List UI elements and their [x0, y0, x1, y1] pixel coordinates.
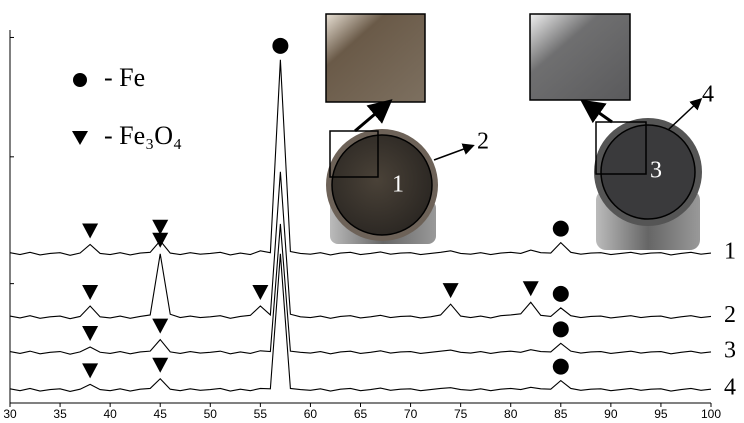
x-tick-label: 40 [103, 407, 117, 421]
arrow [580, 99, 613, 124]
series-line [9, 253, 712, 393]
zoom-box [329, 130, 379, 178]
peak-marker [552, 358, 569, 375]
x-tick-label: 50 [204, 407, 218, 421]
arrow [433, 143, 475, 161]
zoom-image [325, 13, 426, 103]
series-label: 4 [724, 375, 736, 401]
peak-marker [152, 318, 169, 334]
x-tick-label: 55 [254, 407, 268, 421]
zoom-box [595, 121, 647, 175]
legend-label: - Fe [104, 63, 145, 92]
peak-marker [552, 220, 569, 237]
peak-marker [522, 281, 539, 297]
x-tick-label: 80 [504, 407, 518, 421]
inset-callout: 2 [477, 129, 489, 155]
peak-marker [442, 283, 459, 299]
series-line [9, 59, 712, 256]
peak-marker [552, 285, 569, 302]
peak-marker [152, 219, 169, 235]
x-tick-label: 95 [654, 407, 668, 421]
x-tick-label: 30 [3, 407, 17, 421]
peak-marker [252, 285, 269, 301]
inset-label: 1 [392, 172, 404, 198]
x-tick-label: 85 [554, 407, 568, 421]
x-tick-label: 70 [404, 407, 418, 421]
x-tick-label: 75 [454, 407, 468, 421]
x-tick-label: 90 [604, 407, 618, 421]
peak-marker [82, 326, 99, 342]
legend-label: - Fe₃O₄ [104, 121, 182, 150]
sample-face [331, 134, 433, 236]
series-line [9, 171, 712, 320]
x-tick-label: 35 [53, 407, 67, 421]
series-label: 3 [724, 337, 736, 363]
inset-label: 3 [650, 158, 662, 184]
legend-marker [72, 131, 88, 145]
peak-marker [82, 363, 99, 379]
zoom-image [529, 13, 631, 101]
arrow [354, 99, 393, 133]
x-tick-label: 60 [304, 407, 318, 421]
x-tick-label: 65 [354, 407, 368, 421]
peak-marker [552, 321, 569, 338]
peak-marker [152, 357, 169, 373]
series-label: 1 [724, 239, 736, 265]
x-tick-label: 100 [701, 407, 721, 421]
peak-marker [82, 285, 99, 301]
series-label: 2 [724, 302, 736, 328]
peak-marker [272, 37, 289, 54]
peak-marker [82, 223, 99, 239]
legend-marker [73, 73, 87, 87]
arrow [667, 97, 703, 131]
photos: 1 2 3 4 [325, 13, 714, 250]
peak-marker [152, 232, 169, 248]
x-tick-label: 45 [154, 407, 168, 421]
series-line [9, 223, 712, 355]
inset-callout: 4 [702, 82, 714, 108]
sample-face [600, 124, 696, 220]
